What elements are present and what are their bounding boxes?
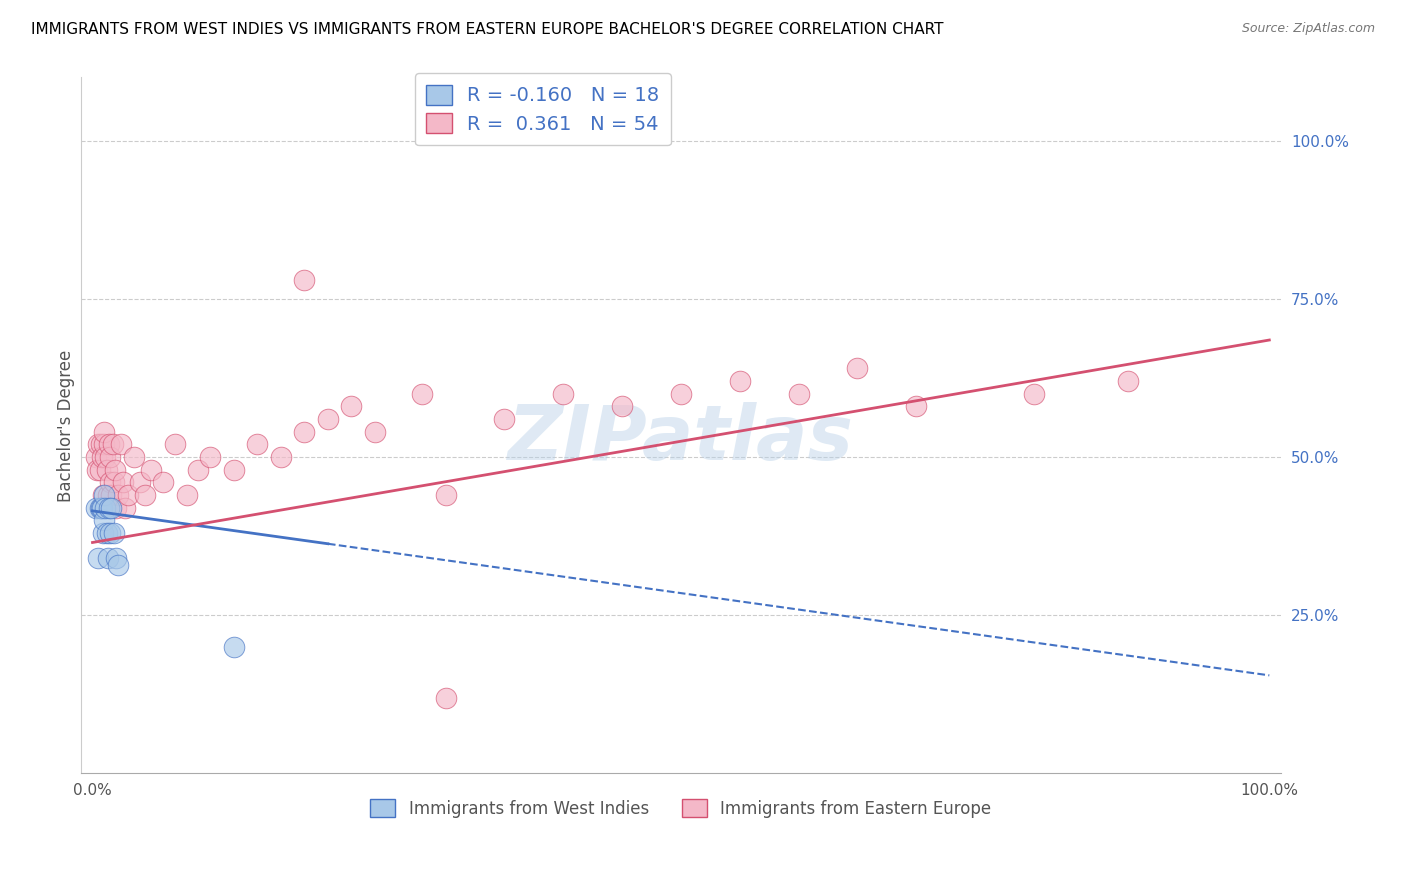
Point (846, 361, 869, 376)
Text: Source: ZipAtlas.com: Source: ZipAtlas.com (1241, 22, 1375, 36)
Point (411, 386, 433, 401)
Point (100, 500, 122, 515)
Point (728, 374, 751, 388)
Y-axis label: Bachelor's Degree: Bachelor's Degree (58, 350, 75, 501)
Point (96, 463, 118, 477)
Point (89, 463, 111, 477)
Point (905, 400, 928, 414)
Point (1116, 374, 1139, 388)
Point (198, 450, 221, 464)
Point (105, 500, 128, 515)
Point (292, 273, 315, 287)
Text: IMMIGRANTS FROM WEST INDIES VS IMMIGRANTS FROM EASTERN EUROPE BACHELOR'S DEGREE : IMMIGRANTS FROM WEST INDIES VS IMMIGRANT… (31, 22, 943, 37)
Point (292, 425, 315, 439)
Point (107, 558, 129, 572)
Point (112, 475, 135, 490)
Point (787, 386, 810, 401)
Point (93, 425, 115, 439)
Point (87, 551, 110, 566)
Point (90, 500, 112, 515)
Point (84, 500, 107, 515)
Point (270, 450, 292, 464)
Point (103, 526, 125, 541)
Point (89, 500, 111, 515)
Point (87, 437, 110, 451)
Point (93, 488, 115, 502)
Point (364, 425, 387, 439)
Point (93, 437, 115, 451)
Point (98, 437, 121, 451)
Point (91, 488, 114, 502)
Point (98, 500, 121, 515)
Point (494, 412, 516, 426)
Point (90, 450, 112, 464)
Point (122, 450, 145, 464)
Point (94, 450, 117, 464)
Point (222, 463, 245, 477)
Point (98, 475, 121, 490)
Point (91, 526, 114, 541)
Point (90, 437, 112, 451)
Point (103, 475, 125, 490)
Legend: Immigrants from West Indies, Immigrants from Eastern Europe: Immigrants from West Indies, Immigrants … (364, 793, 998, 824)
Point (187, 463, 209, 477)
Point (104, 463, 127, 477)
Point (246, 437, 269, 451)
Text: ZIPatlas: ZIPatlas (508, 402, 853, 476)
Point (434, 690, 457, 705)
Point (110, 437, 132, 451)
Point (610, 400, 633, 414)
Point (340, 400, 363, 414)
Point (100, 488, 122, 502)
Point (98, 450, 121, 464)
Point (84, 450, 107, 464)
Point (98, 526, 121, 541)
Point (117, 488, 139, 502)
Point (101, 437, 124, 451)
Point (93, 513, 115, 527)
Point (152, 475, 174, 490)
Point (90, 500, 112, 515)
Point (96, 526, 118, 541)
Point (114, 500, 136, 515)
Point (163, 437, 186, 451)
Point (316, 412, 339, 426)
Point (97, 551, 120, 566)
Point (1022, 386, 1045, 401)
Point (434, 488, 457, 502)
Point (86, 463, 108, 477)
Point (669, 386, 692, 401)
Point (222, 640, 245, 654)
Point (97, 488, 120, 502)
Point (134, 488, 156, 502)
Point (128, 475, 150, 490)
Point (176, 488, 198, 502)
Point (94, 500, 117, 515)
Point (107, 488, 129, 502)
Point (553, 386, 575, 401)
Point (141, 463, 163, 477)
Point (105, 551, 128, 566)
